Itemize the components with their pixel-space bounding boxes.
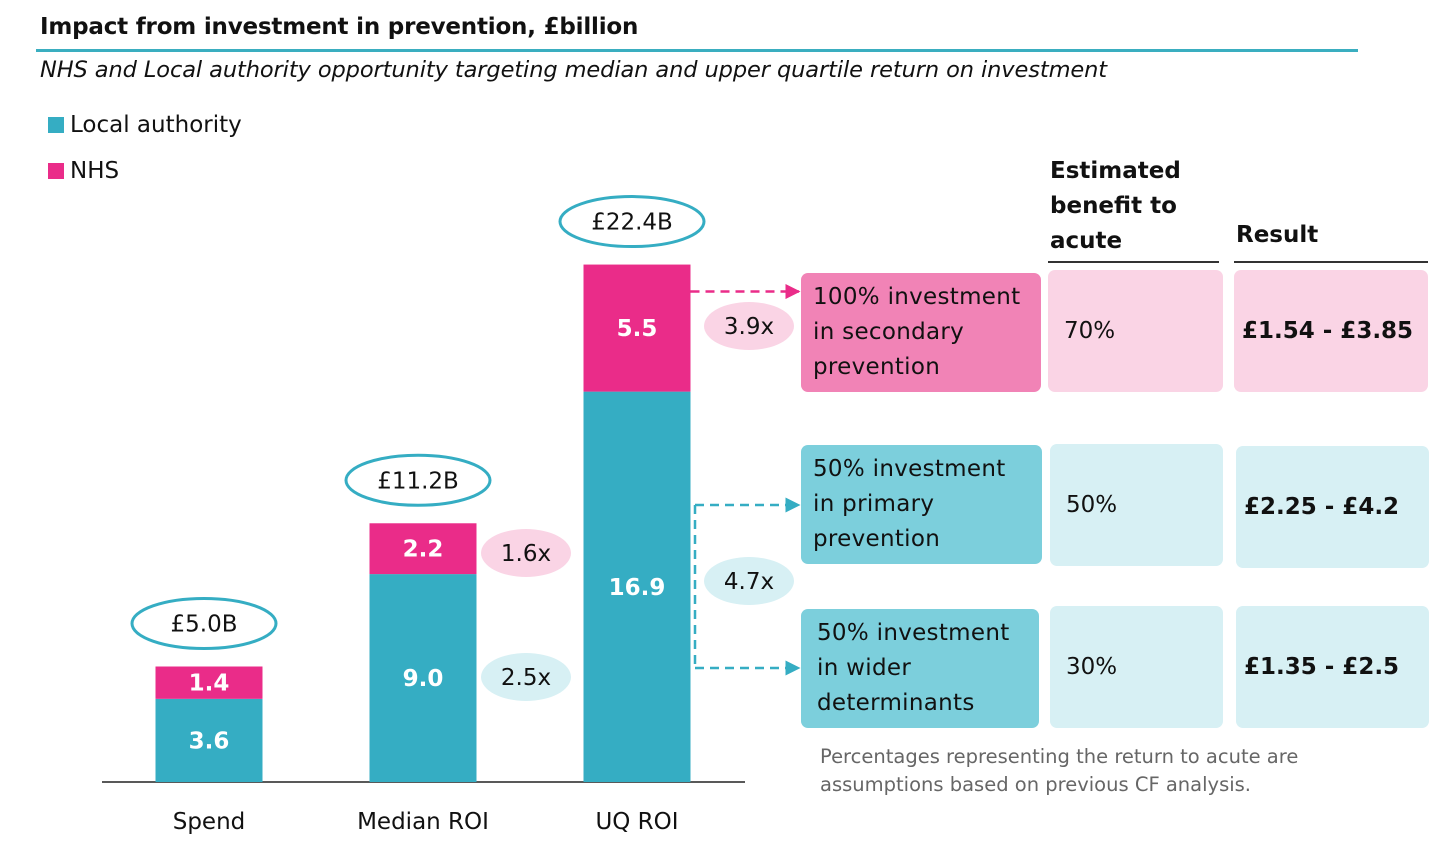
bar-local-authority-spend	[155, 698, 263, 782]
row-1-mechanism-line-3: prevention	[813, 354, 941, 380]
row-2-benefit-cell: 50%	[1050, 444, 1223, 566]
row-3-result: £1.35 - £2.5	[1244, 653, 1400, 680]
chart-title: Impact from investment in prevention, £b…	[40, 14, 639, 40]
row-3-mechanism-line-3: determinants	[817, 690, 975, 716]
header-result: Result	[1236, 222, 1319, 248]
total-bubble-median-roi	[344, 453, 492, 507]
row-2-mechanism-line-1: 50% investment	[813, 456, 1006, 482]
row-2-result-cell: £2.25 - £4.2	[1236, 446, 1429, 568]
bar-nhs-spend	[155, 666, 263, 699]
data-label-local-authority-uq-roi: 16.9	[609, 575, 666, 601]
header-benefit-rule	[1048, 261, 1219, 263]
legend-label-nhs: NHS	[70, 158, 120, 184]
category-label-uq-roi: UQ ROI	[595, 809, 678, 835]
data-label-local-authority-median-roi: 9.0	[403, 666, 444, 692]
row-2-mechanism-line-2: in primary	[813, 491, 935, 517]
row-2-benefit: 50%	[1066, 491, 1118, 518]
multiplier-median-nhs-bubble	[481, 529, 571, 577]
row-wider-determinants-mechanism: 50% investment in wider determinants	[801, 609, 1039, 728]
legend-swatch-local-authority	[48, 117, 64, 133]
title-underline	[36, 49, 1358, 52]
header-benefit-line-1: Estimated	[1050, 158, 1181, 184]
row-1-mechanism-line-1: 100% investment	[813, 284, 1021, 310]
row-secondary-prevention-mechanism: 100% investment in secondary prevention	[801, 273, 1041, 392]
multiplier-median-nhs-label: 1.6x	[501, 541, 551, 567]
multiplier-median-la-bubble	[481, 653, 571, 701]
header-result-rule	[1234, 261, 1428, 263]
multiplier-median-la-label: 2.5x	[501, 665, 551, 691]
total-bubble-uq-roi	[558, 195, 706, 249]
footnote: Percentages representing the return to a…	[820, 743, 1340, 799]
multiplier-uq-la-bubble	[704, 557, 794, 605]
row-1-mechanism-line-2: in secondary	[813, 319, 965, 345]
data-label-nhs-median-roi: 2.2	[403, 537, 444, 563]
legend-nhs: NHS	[48, 158, 119, 184]
footnote-line-2: assumptions based on previous CF analysi…	[820, 773, 1252, 796]
legend-swatch-nhs	[48, 163, 64, 179]
row-1-result: £1.54 - £3.85	[1242, 317, 1414, 344]
multiplier-uq-la-label: 4.7x	[724, 569, 774, 595]
row-3-result-cell: £1.35 - £2.5	[1236, 606, 1429, 728]
chart-subtitle: NHS and Local authority opportunity targ…	[40, 57, 1108, 83]
bar-local-authority-uq-roi	[583, 391, 691, 782]
data-label-local-authority-spend: 3.6	[189, 728, 230, 754]
row-primary-prevention-mechanism: 50% investment in primary prevention	[801, 445, 1042, 564]
total-bubble-spend	[130, 597, 278, 650]
category-label-median-roi: Median ROI	[357, 809, 489, 835]
row-2-result: £2.25 - £4.2	[1244, 493, 1400, 520]
row-3-benefit: 30%	[1066, 653, 1118, 680]
total-label-uq-roi: £22.4B	[591, 210, 673, 236]
legend-local-authority: Local authority	[48, 112, 242, 138]
category-label-spend: Spend	[173, 809, 246, 835]
data-label-nhs-spend: 1.4	[189, 671, 230, 697]
total-label-spend: £5.0B	[171, 612, 238, 638]
bar-nhs-uq-roi	[583, 264, 691, 392]
multiplier-uq-nhs-label: 3.9x	[724, 314, 774, 340]
legend-label-local-authority: Local authority	[70, 112, 242, 138]
total-label-median-roi: £11.2B	[377, 468, 459, 494]
row-1-benefit: 70%	[1064, 317, 1116, 344]
header-benefit-line-3: acute	[1050, 228, 1123, 254]
row-1-benefit-cell: 70%	[1048, 270, 1223, 392]
multiplier-uq-nhs-bubble	[704, 302, 794, 350]
footnote-line-1: Percentages representing the return to a…	[820, 745, 1299, 768]
header-estimated-benefit: Estimated benefit to acute	[1050, 154, 1181, 259]
row-3-mechanism-line-2: in wider	[817, 655, 912, 681]
row-3-benefit-cell: 30%	[1050, 606, 1223, 728]
header-benefit-line-2: benefit to	[1050, 193, 1177, 219]
row-1-result-cell: £1.54 - £3.85	[1234, 270, 1428, 392]
bar-nhs-median-roi	[369, 523, 477, 575]
data-label-nhs-uq-roi: 5.5	[617, 316, 658, 342]
row-3-mechanism-line-1: 50% investment	[817, 620, 1010, 646]
row-2-mechanism-line-3: prevention	[813, 526, 941, 552]
bar-local-authority-median-roi	[369, 574, 477, 782]
